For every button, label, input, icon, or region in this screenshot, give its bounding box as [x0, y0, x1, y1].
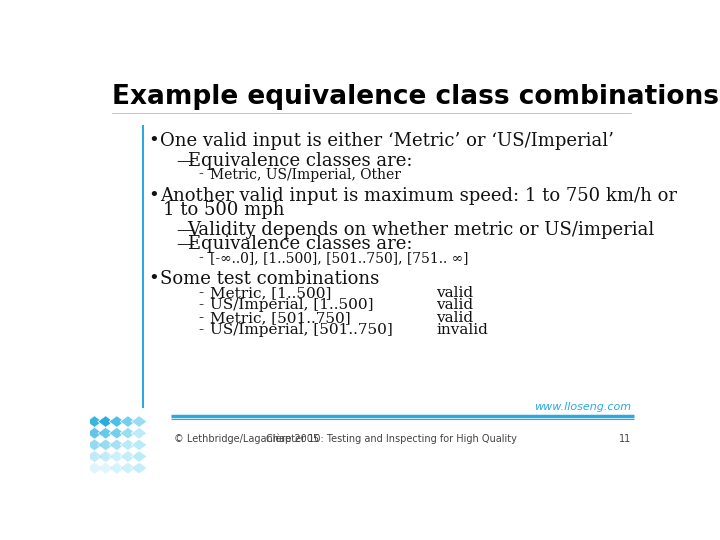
Text: valid: valid	[436, 311, 473, 325]
Polygon shape	[120, 451, 136, 462]
Text: -: -	[199, 251, 204, 265]
Polygon shape	[109, 427, 125, 439]
Polygon shape	[120, 427, 136, 439]
Text: Metric, [1..500]: Metric, [1..500]	[210, 286, 331, 300]
Polygon shape	[131, 439, 147, 451]
Polygon shape	[86, 416, 102, 427]
Text: Another valid input is maximum speed: 1 to 750 km/h or: Another valid input is maximum speed: 1 …	[160, 187, 677, 205]
Text: •: •	[148, 187, 159, 205]
Text: www.lloseng.com: www.lloseng.com	[534, 402, 631, 412]
Text: Chapter 10: Testing and Inspecting for High Quality: Chapter 10: Testing and Inspecting for H…	[266, 434, 517, 444]
Polygon shape	[109, 451, 125, 462]
Text: invalid: invalid	[436, 323, 488, 338]
Text: US/Imperial, [501..750]: US/Imperial, [501..750]	[210, 323, 392, 338]
Polygon shape	[109, 416, 125, 427]
Text: —: —	[176, 235, 194, 253]
Text: Metric, US/Imperial, Other: Metric, US/Imperial, Other	[210, 167, 401, 181]
Polygon shape	[131, 451, 147, 462]
Text: -: -	[199, 311, 204, 325]
Text: -: -	[199, 299, 204, 313]
FancyBboxPatch shape	[142, 125, 144, 408]
Text: -: -	[199, 323, 204, 338]
Text: Example equivalence class combinations: Example equivalence class combinations	[112, 84, 719, 110]
Text: © Lethbridge/Laganière 2005: © Lethbridge/Laganière 2005	[174, 434, 319, 444]
Text: Equivalence classes are:: Equivalence classes are:	[188, 235, 412, 253]
Polygon shape	[86, 462, 102, 474]
Polygon shape	[109, 462, 125, 474]
Polygon shape	[120, 462, 136, 474]
Polygon shape	[131, 416, 147, 427]
Text: •: •	[148, 270, 159, 288]
Text: Validity depends on whether metric or US/imperial: Validity depends on whether metric or US…	[188, 221, 655, 239]
Text: -: -	[199, 167, 204, 181]
Text: Equivalence classes are:: Equivalence classes are:	[188, 152, 412, 170]
Polygon shape	[131, 462, 147, 474]
Polygon shape	[86, 427, 102, 439]
Text: -: -	[199, 286, 204, 300]
Polygon shape	[98, 439, 114, 451]
Polygon shape	[98, 462, 114, 474]
Polygon shape	[86, 439, 102, 451]
Polygon shape	[98, 427, 114, 439]
Text: 11: 11	[619, 434, 631, 444]
Polygon shape	[109, 439, 125, 451]
Text: One valid input is either ‘Metric’ or ‘US/Imperial’: One valid input is either ‘Metric’ or ‘U…	[160, 132, 613, 150]
Polygon shape	[98, 451, 114, 462]
Polygon shape	[86, 451, 102, 462]
Text: valid: valid	[436, 299, 473, 313]
Text: —: —	[176, 221, 194, 239]
Text: valid: valid	[436, 286, 473, 300]
Polygon shape	[131, 427, 147, 439]
Polygon shape	[120, 416, 136, 427]
Text: Metric, [501..750]: Metric, [501..750]	[210, 311, 351, 325]
Text: [-∞..0], [1..500], [501..750], [751.. ∞]: [-∞..0], [1..500], [501..750], [751.. ∞]	[210, 251, 469, 265]
Text: 1 to 500 mph: 1 to 500 mph	[163, 201, 284, 219]
Polygon shape	[98, 416, 114, 427]
Text: US/Imperial, [1..500]: US/Imperial, [1..500]	[210, 299, 374, 313]
Text: •: •	[148, 132, 159, 150]
Polygon shape	[120, 439, 136, 451]
Text: —: —	[176, 152, 194, 170]
Text: Some test combinations: Some test combinations	[160, 270, 379, 288]
